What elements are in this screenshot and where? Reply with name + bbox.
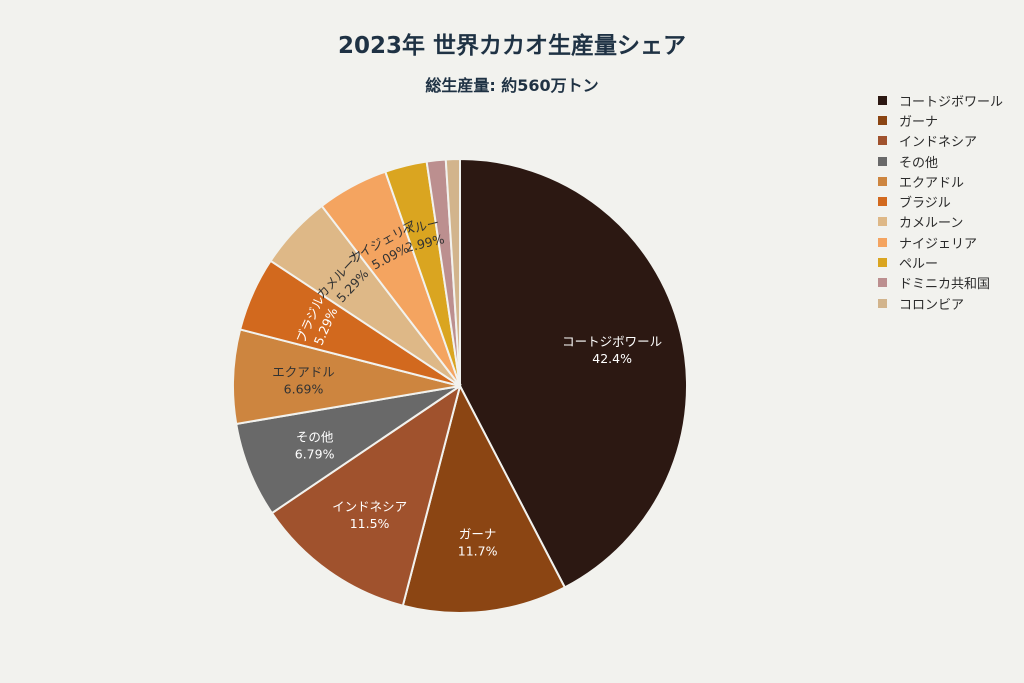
legend-swatch [878,258,887,268]
legend-item[interactable]: ドミニカ共和国 [878,273,1018,293]
legend-item[interactable]: ナイジェリア [878,232,1018,252]
legend-item[interactable]: ガーナ [878,110,1018,130]
pie-slice-2[interactable] [270,383,462,607]
legend-item[interactable]: その他 [878,151,1018,171]
legend-swatch [878,197,887,207]
legend-item[interactable]: エクアドル [878,171,1018,191]
legend-label: ペルー [899,257,939,273]
slice-label-1: ガーナ 11.7% [458,527,498,559]
legend-label: コロンビア [899,297,965,313]
legend-swatch [878,95,887,105]
legend-swatch [878,176,887,186]
legend-swatch [878,237,887,247]
legend-swatch [878,278,887,288]
slice-label-2: インドネシア 11.5% [332,499,407,531]
legend-item[interactable]: インドネシア [878,131,1018,151]
legend-label: ドミニカ共和国 [899,277,991,293]
pie-slice-1[interactable] [401,383,567,614]
legend-label: カメルーン [899,216,964,232]
legend-item[interactable]: コートジボワール [878,90,1018,110]
legend-label: ナイジェリア [899,236,978,252]
legend-label: ブラジル [899,196,951,212]
slice-label-4: エクアドル 6.69% [272,364,335,396]
chart-subtitle: 総生産量: 約560万トン [425,76,599,95]
legend-label: その他 [899,155,939,171]
legend-label: インドネシア [899,135,978,151]
legend-label: エクアドル [899,175,965,191]
legend-item[interactable]: ブラジル [878,191,1018,211]
legend-swatch [878,115,887,125]
legend-item[interactable]: ペルー [878,252,1018,272]
slice-label-3: その他 6.79% [295,429,335,461]
legend-swatch [878,217,887,227]
pie-slice-0[interactable] [459,157,689,589]
legend-swatch [878,156,887,166]
pie-slice-10[interactable] [444,157,461,387]
legend-swatch [878,298,887,308]
legend-item[interactable]: コロンビア [878,293,1018,313]
slice-label-0: コートジボワール 42.4% [562,334,662,366]
legend-item[interactable]: カメルーン [878,212,1018,232]
legend-label: コートジボワール [899,94,1004,110]
chart-title: 2023年 世界カカオ生産量シェア [337,33,687,59]
legend: コートジボワール ガーナインドネシア その他エクアドルブラジルカメルーンナイジェリア… [878,90,1018,313]
legend-label: ガーナ [899,114,939,130]
legend-swatch [878,136,887,146]
